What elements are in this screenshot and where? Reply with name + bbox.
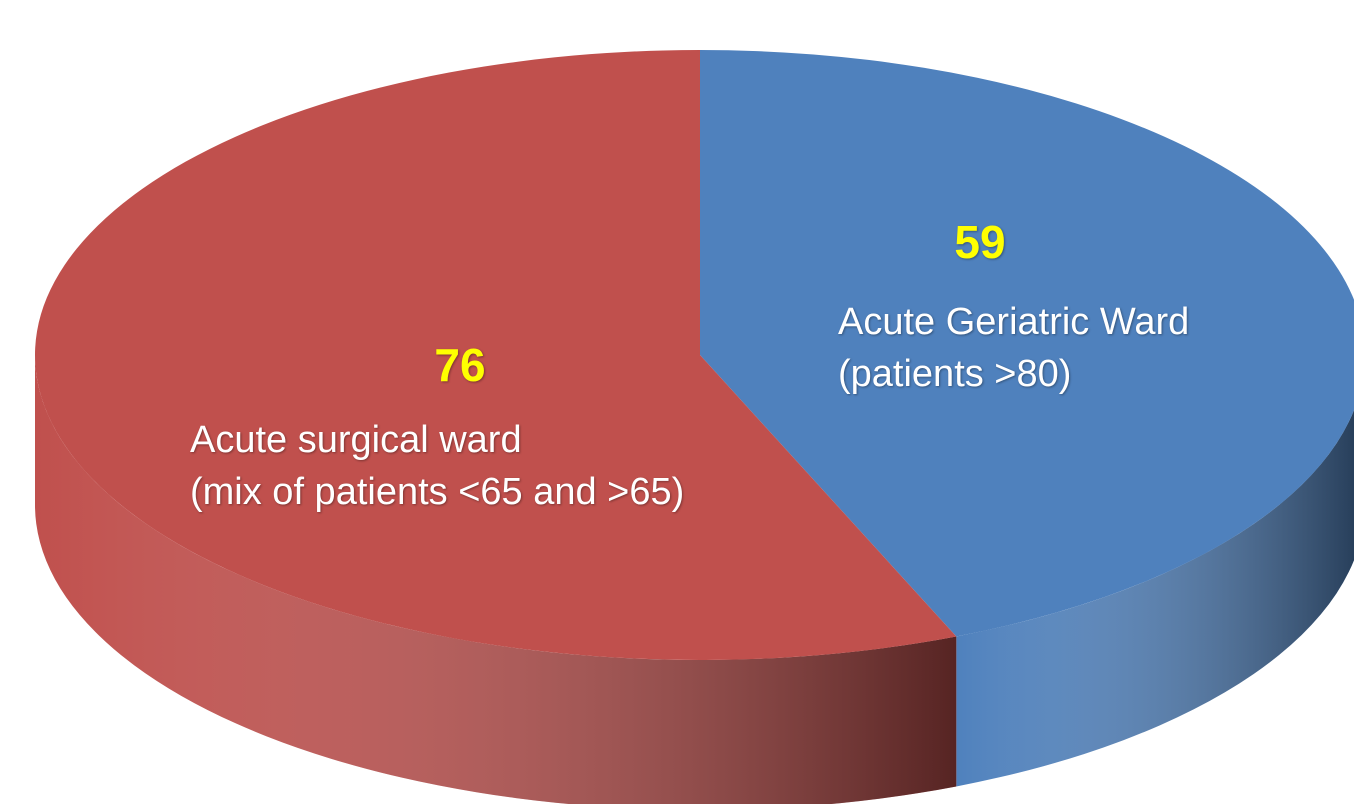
- category-label: Acute Geriatric Ward (patients >80): [838, 301, 1190, 395]
- slice: [700, 50, 1354, 637]
- value-label: 59: [954, 216, 1006, 268]
- value-label: 76: [434, 339, 486, 391]
- category-label: Acute surgical ward (mix of patients <65…: [190, 419, 685, 513]
- slice: [35, 50, 957, 661]
